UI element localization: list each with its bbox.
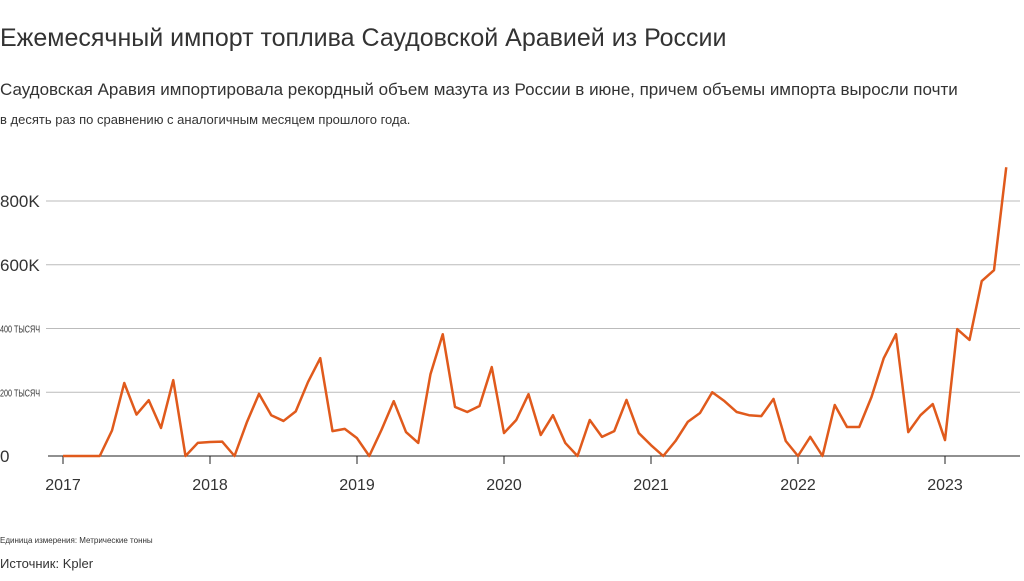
- y-tick-label: 600K: [0, 256, 40, 275]
- y-tick-label: 0: [0, 447, 9, 466]
- x-tick-label: 2023: [927, 477, 963, 494]
- subtitle: в десять раз по сравнению с аналогичным …: [0, 112, 410, 127]
- unit-note: Единица измерения: Метрические тонны: [0, 536, 153, 545]
- x-tick-label: 2022: [780, 477, 816, 494]
- source: Источник: Kpler: [0, 556, 94, 571]
- x-tick-label: 2019: [339, 477, 375, 494]
- y-tick-label: 800K: [0, 192, 40, 211]
- x-tick-label: 2021: [633, 477, 669, 494]
- x-tick-label: 2020: [486, 477, 522, 494]
- x-tick-label: 2017: [45, 477, 81, 494]
- y-tick-label: 400 ТЫСЯЧ: [0, 325, 40, 336]
- x-tick-label: 2018: [192, 477, 228, 494]
- subtitle: Саудовская Аравия импортировала рекордны…: [0, 80, 958, 99]
- line: [63, 167, 1008, 458]
- chart-title: Ежемесячный импорт топлива Саудовской Ар…: [0, 24, 726, 52]
- y-tick-label: 200 ТЫСЯЧ: [0, 388, 40, 399]
